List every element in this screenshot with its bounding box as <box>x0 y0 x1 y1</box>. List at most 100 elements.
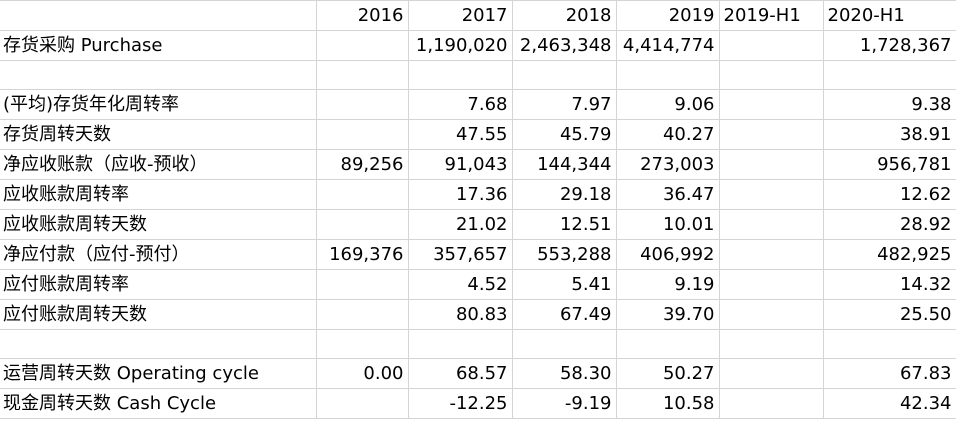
cell-y2017[interactable]: 91,043 <box>408 149 513 180</box>
cell-y2018[interactable] <box>512 329 617 359</box>
table-row: 运营周转天数 Operating cycle 0.00 68.57 58.30 50.2… <box>0 358 956 389</box>
cell-y2016[interactable] <box>316 329 409 359</box>
cell-y2017[interactable]: 47.55 <box>408 119 513 150</box>
cell-label[interactable]: 存货周转天数 <box>0 119 317 150</box>
cell-y2019-h1[interactable] <box>719 149 824 180</box>
cell-label[interactable]: 运营周转天数 Operating cycle <box>0 358 317 389</box>
cell-y2019-h1[interactable] <box>719 89 824 120</box>
cell-y2016[interactable] <box>316 269 409 300</box>
cell-y2018[interactable] <box>512 60 617 90</box>
cell-y2016[interactable]: 0.00 <box>316 358 409 389</box>
cell-y2016[interactable] <box>316 299 409 330</box>
cell-y2019-h1[interactable] <box>719 60 824 90</box>
cell-y2019-h1[interactable] <box>719 179 824 210</box>
cell-y2019-h1[interactable] <box>719 239 824 270</box>
cell-y2019-h1[interactable] <box>719 209 824 240</box>
cell-y2018[interactable]: 67.49 <box>512 299 617 330</box>
cell-y2016[interactable]: 169,376 <box>316 239 409 270</box>
cell-y2016[interactable] <box>316 30 409 61</box>
cell-y2016[interactable] <box>316 89 409 120</box>
cell-y2018[interactable]: 45.79 <box>512 119 617 150</box>
cell-label[interactable] <box>0 60 317 90</box>
cell-y2018[interactable]: 12.51 <box>512 209 617 240</box>
cell-y2016[interactable] <box>316 209 409 240</box>
header-cell-2019[interactable]: 2019 <box>616 0 720 31</box>
cell-y2018[interactable]: 553,288 <box>512 239 617 270</box>
cell-label[interactable]: 净应付款（应付-预付） <box>0 239 317 270</box>
cell-y2019-h1[interactable] <box>719 119 824 150</box>
cell-y2017[interactable]: 7.68 <box>408 89 513 120</box>
cell-y2020-h1[interactable] <box>823 60 956 90</box>
cell-y2019[interactable]: 50.27 <box>616 358 720 389</box>
cell-y2020-h1[interactable]: 956,781 <box>823 149 956 180</box>
cell-y2017[interactable]: 4.52 <box>408 269 513 300</box>
cell-y2019[interactable] <box>616 60 720 90</box>
cell-y2019[interactable]: 273,003 <box>616 149 720 180</box>
cell-y2019-h1[interactable] <box>719 358 824 389</box>
cell-y2018[interactable]: 5.41 <box>512 269 617 300</box>
cell-y2019-h1[interactable] <box>719 329 824 359</box>
cell-y2020-h1[interactable]: 14.32 <box>823 269 956 300</box>
cell-y2017[interactable]: -12.25 <box>408 388 513 419</box>
header-cell-2019-h1[interactable]: 2019-H1 <box>719 0 824 31</box>
cell-y2017[interactable]: 357,657 <box>408 239 513 270</box>
cell-y2018[interactable]: -9.19 <box>512 388 617 419</box>
cell-y2020-h1[interactable]: 42.34 <box>823 388 956 419</box>
cell-label[interactable]: 应付账款周转天数 <box>0 299 317 330</box>
cell-y2019-h1[interactable] <box>719 299 824 330</box>
cell-y2020-h1[interactable]: 28.92 <box>823 209 956 240</box>
cell-y2016[interactable] <box>316 119 409 150</box>
cell-y2017[interactable]: 17.36 <box>408 179 513 210</box>
cell-label[interactable]: 现金周转天数 Cash Cycle <box>0 388 317 419</box>
cell-y2017[interactable]: 21.02 <box>408 209 513 240</box>
cell-y2019-h1[interactable] <box>719 30 824 61</box>
cell-y2020-h1[interactable]: 38.91 <box>823 119 956 150</box>
cell-y2017[interactable]: 1,190,020 <box>408 30 513 61</box>
cell-y2020-h1[interactable]: 1,728,367 <box>823 30 956 61</box>
cell-y2020-h1[interactable]: 67.83 <box>823 358 956 389</box>
header-cell-2016[interactable]: 2016 <box>316 0 409 31</box>
cell-y2019[interactable]: 40.27 <box>616 119 720 150</box>
cell-y2018[interactable]: 144,344 <box>512 149 617 180</box>
cell-y2018[interactable]: 29.18 <box>512 179 617 210</box>
cell-label[interactable]: 存货采购 Purchase <box>0 30 317 61</box>
cell-label[interactable]: (平均)存货年化周转率 <box>0 89 317 120</box>
cell-y2017[interactable] <box>408 329 513 359</box>
cell-y2017[interactable]: 68.57 <box>408 358 513 389</box>
cell-label[interactable]: 应收账款周转天数 <box>0 209 317 240</box>
cell-y2020-h1[interactable] <box>823 329 956 359</box>
cell-y2019[interactable] <box>616 329 720 359</box>
cell-y2019[interactable]: 9.06 <box>616 89 720 120</box>
cell-y2019[interactable]: 10.58 <box>616 388 720 419</box>
header-cell-2020-h1[interactable]: 2020-H1 <box>823 0 956 31</box>
cell-y2019[interactable]: 406,992 <box>616 239 720 270</box>
cell-y2019[interactable]: 36.47 <box>616 179 720 210</box>
cell-label[interactable] <box>0 329 317 359</box>
cell-y2017[interactable]: 80.83 <box>408 299 513 330</box>
cell-y2017[interactable] <box>408 60 513 90</box>
cell-y2016[interactable] <box>316 388 409 419</box>
cell-y2019[interactable]: 9.19 <box>616 269 720 300</box>
cell-y2020-h1[interactable]: 25.50 <box>823 299 956 330</box>
cell-y2018[interactable]: 7.97 <box>512 89 617 120</box>
cell-y2020-h1[interactable]: 9.38 <box>823 89 956 120</box>
cell-label[interactable]: 应收账款周转率 <box>0 179 317 210</box>
cell-y2016[interactable]: 89,256 <box>316 149 409 180</box>
cell-y2019-h1[interactable] <box>719 388 824 419</box>
cell-y2019[interactable]: 4,414,774 <box>616 30 720 61</box>
cell-y2020-h1[interactable]: 12.62 <box>823 179 956 210</box>
cell-y2016[interactable] <box>316 60 409 90</box>
header-cell-2017[interactable]: 2017 <box>408 0 513 31</box>
cell-y2018[interactable]: 2,463,348 <box>512 30 617 61</box>
header-cell-2018[interactable]: 2018 <box>512 0 617 31</box>
header-cell-label[interactable] <box>0 0 317 31</box>
cell-y2019-h1[interactable] <box>719 269 824 300</box>
cell-y2016[interactable] <box>316 179 409 210</box>
cell-y2019[interactable]: 39.70 <box>616 299 720 330</box>
cell-label[interactable]: 净应收账款（应收-预收） <box>0 149 317 180</box>
cell-y2020-h1[interactable]: 482,925 <box>823 239 956 270</box>
cell-y2019[interactable]: 10.01 <box>616 209 720 240</box>
cell-y2018[interactable]: 58.30 <box>512 358 617 389</box>
cell-label[interactable]: 应付账款周转率 <box>0 269 317 300</box>
